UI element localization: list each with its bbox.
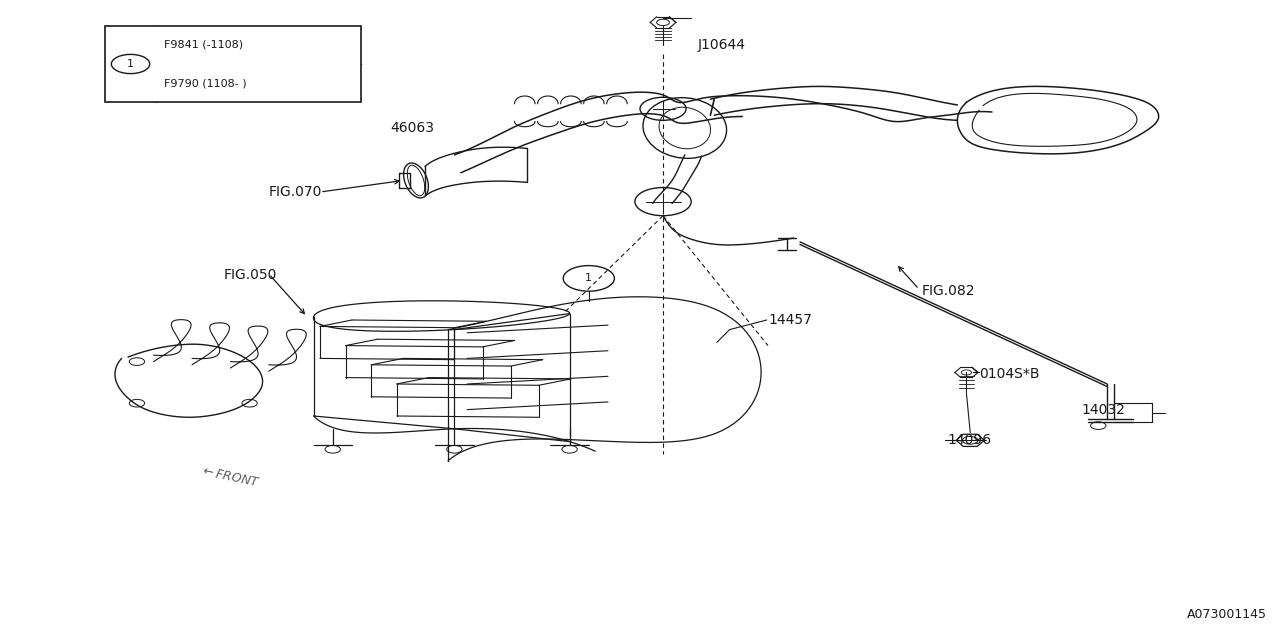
Text: J10644: J10644 [698, 38, 745, 52]
Text: 14457: 14457 [768, 313, 812, 327]
Text: 0104S*B: 0104S*B [979, 367, 1039, 381]
Text: FIG.070: FIG.070 [269, 185, 323, 199]
Text: 46063: 46063 [390, 121, 434, 135]
Text: 14096: 14096 [947, 433, 991, 447]
Text: 1: 1 [585, 273, 593, 284]
Text: FIG.082: FIG.082 [922, 284, 975, 298]
Bar [105, 26, 361, 102]
Text: $\leftarrow$FRONT: $\leftarrow$FRONT [198, 464, 261, 490]
Text: F9841 (-1108): F9841 (-1108) [164, 40, 243, 50]
Text: A073001145: A073001145 [1188, 608, 1267, 621]
Text: FIG.050: FIG.050 [224, 268, 278, 282]
Text: 1: 1 [127, 59, 134, 69]
Text: 14032: 14032 [1082, 403, 1125, 417]
Text: F9790 (1108- ): F9790 (1108- ) [164, 78, 247, 88]
